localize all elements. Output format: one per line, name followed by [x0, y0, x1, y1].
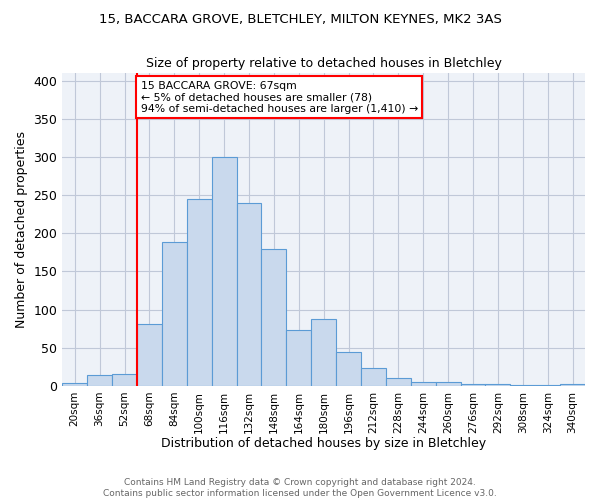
Bar: [262, 248, 286, 386]
Bar: [87, 375, 112, 386]
Text: 15 BACCARA GROVE: 67sqm
← 5% of detached houses are smaller (78)
94% of semi-det: 15 BACCARA GROVE: 67sqm ← 5% of detached…: [140, 80, 418, 114]
Bar: [311, 318, 336, 386]
Bar: [162, 242, 187, 386]
Bar: [286, 330, 311, 386]
Bar: [560, 384, 585, 386]
Bar: [485, 384, 511, 386]
Bar: [386, 378, 411, 386]
Y-axis label: Number of detached properties: Number of detached properties: [15, 131, 28, 328]
Bar: [336, 352, 361, 386]
Bar: [436, 382, 461, 386]
Bar: [511, 385, 535, 386]
X-axis label: Distribution of detached houses by size in Bletchley: Distribution of detached houses by size …: [161, 437, 486, 450]
Bar: [361, 368, 386, 386]
Bar: [461, 384, 485, 386]
Bar: [236, 202, 262, 386]
Bar: [112, 374, 137, 386]
Text: 15, BACCARA GROVE, BLETCHLEY, MILTON KEYNES, MK2 3AS: 15, BACCARA GROVE, BLETCHLEY, MILTON KEY…: [98, 12, 502, 26]
Text: Contains HM Land Registry data © Crown copyright and database right 2024.
Contai: Contains HM Land Registry data © Crown c…: [103, 478, 497, 498]
Bar: [137, 324, 162, 386]
Title: Size of property relative to detached houses in Bletchley: Size of property relative to detached ho…: [146, 58, 502, 70]
Bar: [535, 385, 560, 386]
Bar: [187, 199, 212, 386]
Bar: [411, 382, 436, 386]
Bar: [62, 383, 87, 386]
Bar: [212, 157, 236, 386]
